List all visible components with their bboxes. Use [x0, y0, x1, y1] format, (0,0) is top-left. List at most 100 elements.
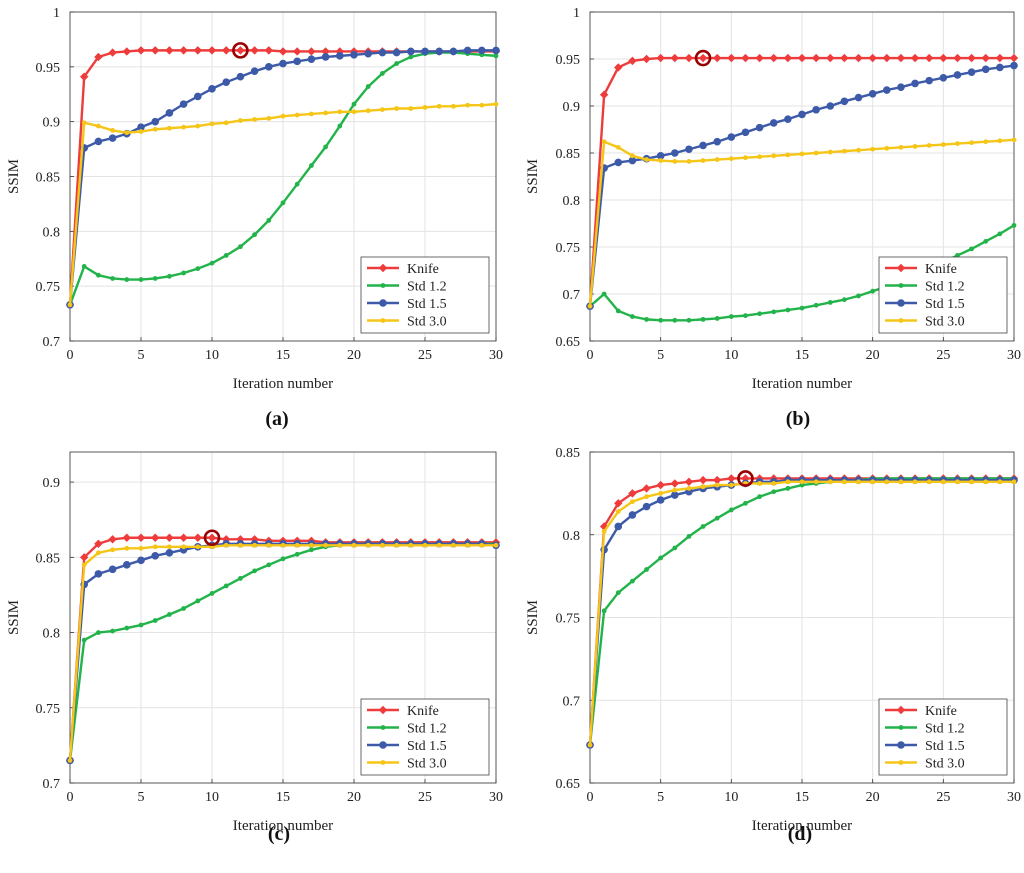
data-point: [238, 575, 243, 581]
data-point: [181, 124, 187, 130]
x-tick-label: 20: [866, 348, 880, 363]
x-tick-label: 30: [489, 790, 503, 805]
data-point: [700, 484, 706, 490]
y-tick-label: 1: [53, 6, 60, 21]
data-point: [840, 53, 849, 63]
data-point: [136, 533, 146, 542]
data-point: [193, 533, 202, 542]
data-point: [96, 630, 101, 635]
legend-swatch-marker: [898, 283, 904, 288]
data-point: [266, 562, 272, 568]
data-point: [644, 567, 649, 572]
data-point: [94, 570, 103, 578]
data-point: [138, 129, 144, 134]
data-point: [1009, 53, 1019, 63]
data-point: [408, 542, 414, 548]
x-tick-label: 10: [724, 790, 738, 805]
data-point: [926, 143, 932, 148]
data-point: [672, 545, 678, 551]
data-point: [700, 158, 706, 163]
y-tick-label: 1: [573, 6, 580, 21]
x-tick-label: 0: [67, 790, 74, 805]
data-point: [940, 479, 946, 485]
data-point: [601, 608, 607, 614]
data-point: [741, 53, 750, 63]
data-point: [209, 260, 215, 266]
data-point: [165, 109, 174, 117]
x-tick-label: 25: [936, 790, 950, 805]
data-point: [152, 276, 158, 281]
data-point: [151, 117, 159, 126]
data-point: [670, 479, 679, 488]
data-point: [727, 474, 736, 483]
data-point: [771, 153, 777, 159]
data-point: [615, 509, 621, 514]
data-point: [743, 500, 748, 506]
data-point: [728, 482, 734, 488]
data-point: [898, 479, 904, 485]
legend-label: Std 1.5: [925, 297, 965, 312]
legend-item: Std 1.2: [885, 280, 965, 295]
legend-label: Std 1.2: [407, 280, 447, 295]
data-point: [238, 244, 243, 250]
x-tick-label: 25: [418, 348, 432, 363]
data-point: [870, 288, 876, 294]
data-point: [757, 154, 762, 160]
data-point: [323, 542, 328, 548]
data-point: [757, 311, 762, 317]
data-point: [209, 121, 215, 127]
y-tick-label: 0.95: [556, 53, 581, 68]
legend-swatch-marker: [380, 760, 386, 765]
legend-swatch-marker: [378, 705, 388, 715]
data-point: [700, 316, 706, 322]
data-point: [714, 157, 720, 162]
data-point: [939, 53, 948, 63]
data-point: [699, 141, 707, 150]
data-point: [969, 246, 974, 252]
series-std-1-5: [66, 46, 500, 309]
x-tick-label: 20: [347, 348, 361, 363]
data-point: [658, 555, 664, 561]
data-point: [181, 544, 187, 550]
data-point: [108, 535, 117, 544]
data-point: [250, 535, 259, 544]
data-point: [451, 103, 456, 109]
data-point: [136, 46, 146, 55]
data-point: [337, 542, 343, 548]
data-point: [337, 109, 343, 115]
data-point: [953, 53, 962, 63]
data-point: [252, 542, 257, 548]
data-point: [421, 47, 429, 56]
data-point: [644, 494, 649, 500]
legend-label: Knife: [407, 704, 439, 719]
y-tick-label: 0.65: [556, 777, 581, 792]
data-point: [152, 618, 158, 623]
data-point: [628, 489, 637, 498]
panel-label: (b): [786, 408, 810, 430]
data-point: [628, 56, 637, 66]
data-point: [983, 479, 989, 485]
data-point: [280, 556, 286, 562]
data-point: [365, 84, 371, 89]
legend-swatch-marker: [380, 318, 386, 323]
data-point: [587, 303, 593, 309]
legend-label: Std 3.0: [925, 757, 965, 772]
data-point: [394, 61, 399, 66]
legend-label: Std 3.0: [407, 315, 447, 330]
data-point: [151, 533, 160, 542]
data-point: [757, 494, 762, 500]
data-point: [856, 147, 861, 153]
data-point: [152, 544, 158, 550]
series-std-1-5: [586, 61, 1018, 311]
highlight-circle: [694, 49, 712, 67]
legend-item: Std 1.2: [367, 722, 447, 737]
data-point: [94, 52, 103, 62]
data-point: [644, 316, 649, 322]
legend-swatch-marker: [378, 263, 388, 273]
data-point: [309, 111, 314, 117]
data-point: [465, 542, 470, 548]
legend-item: Std 1.2: [367, 280, 447, 295]
legend-item: Std 1.5: [885, 739, 965, 754]
data-point: [955, 141, 960, 147]
legend-swatch-marker: [897, 299, 905, 307]
